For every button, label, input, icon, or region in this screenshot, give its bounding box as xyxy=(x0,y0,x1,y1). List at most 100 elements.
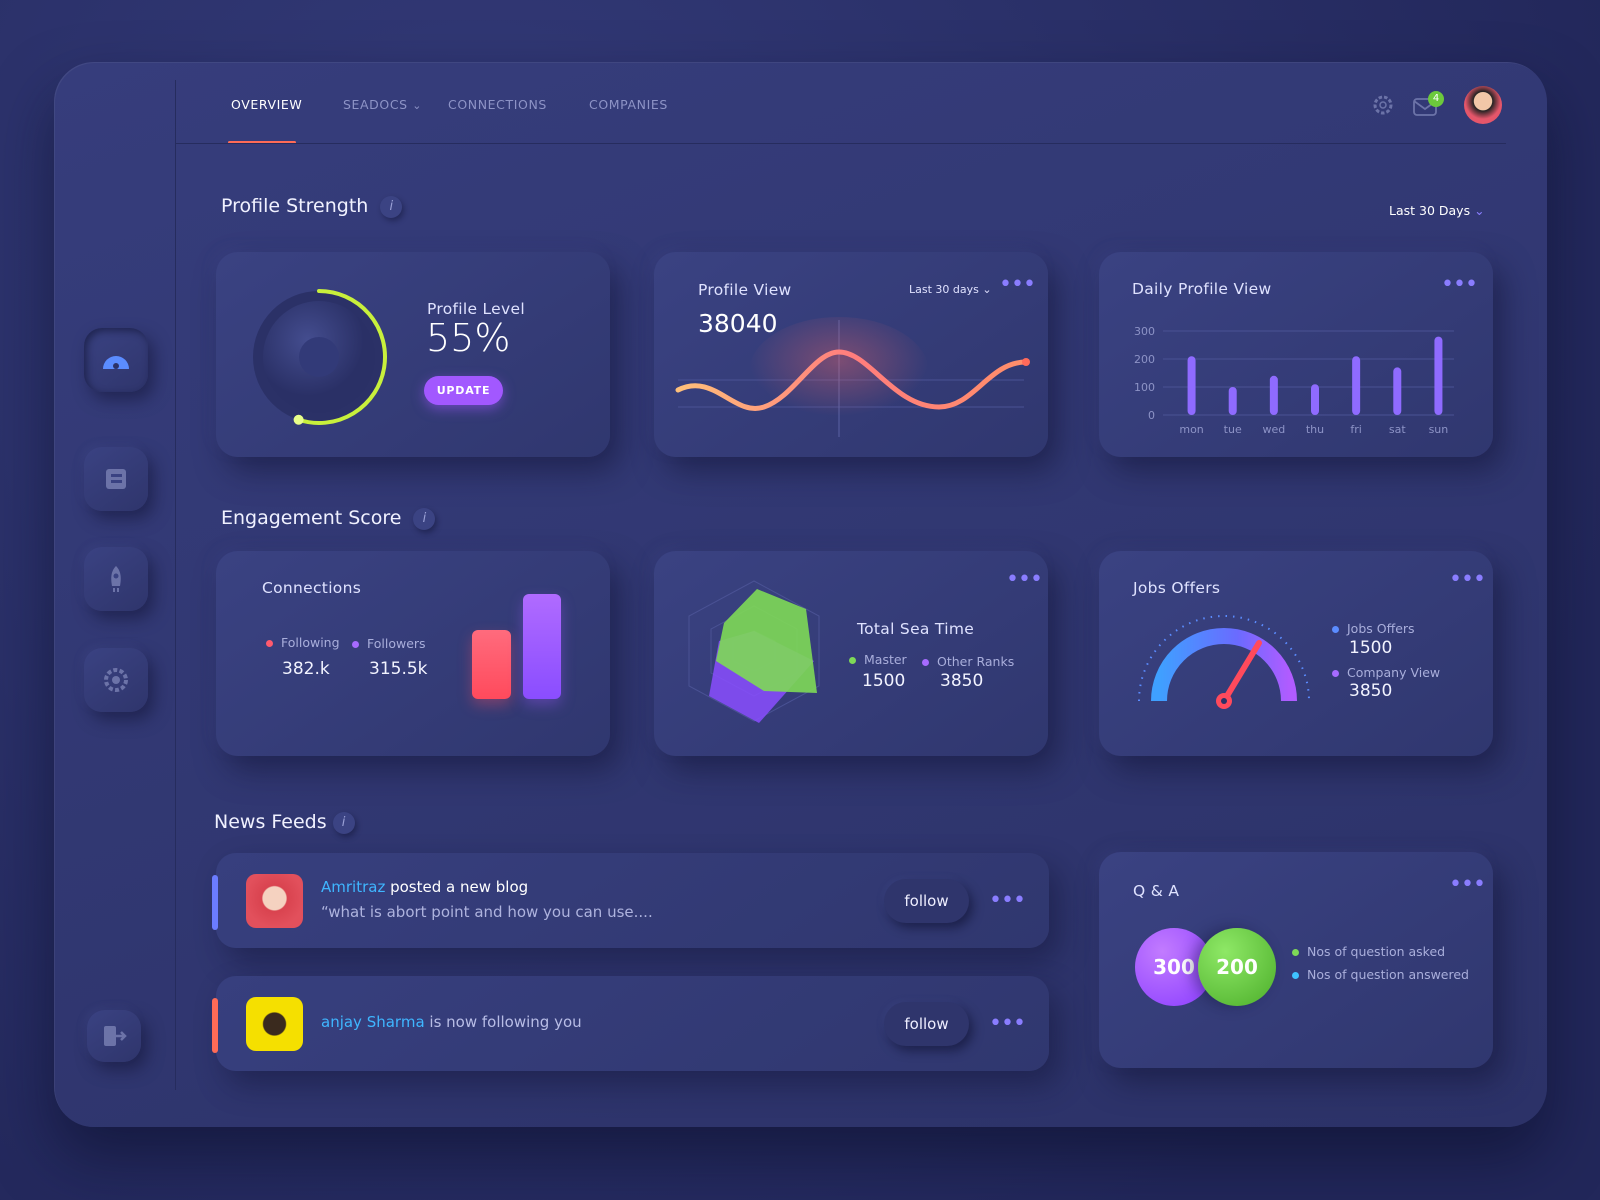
legend-dot xyxy=(1332,626,1339,633)
legend-dot xyxy=(1292,949,1299,956)
docs-icon xyxy=(106,469,126,489)
following-bar xyxy=(472,630,511,699)
profile-view-card: Profile View 38040 Last 30 days ⌄ ••• xyxy=(654,252,1048,457)
update-button[interactable]: UPDATE xyxy=(424,376,503,405)
more-menu[interactable]: ••• xyxy=(989,1011,1026,1036)
jobs-offers-value: 1500 xyxy=(1349,638,1393,658)
feed-accent xyxy=(212,875,218,930)
profile-ring xyxy=(253,289,387,425)
feed-action: is now following you xyxy=(429,1013,582,1031)
more-menu[interactable]: ••• xyxy=(1449,872,1486,897)
feed-headline: anjay Sharma is now following you xyxy=(321,1013,582,1031)
bar xyxy=(1269,375,1278,415)
feed-avatar xyxy=(246,874,303,928)
date-filter[interactable]: Last 30 Days ⌄ xyxy=(1389,203,1485,218)
followers-value: 315.5k xyxy=(369,659,428,679)
gauge-hub-center xyxy=(1221,698,1227,704)
dropdown-chevron: ⌄ xyxy=(412,99,423,112)
info-icon[interactable]: i xyxy=(332,811,355,834)
bar xyxy=(1434,336,1443,415)
notification-badge: 4 xyxy=(1428,91,1444,107)
settings-icon xyxy=(104,668,128,692)
daily-profile-view-card: Daily Profile View ••• 0 100 200 300 mon tue w… xyxy=(1099,252,1493,457)
card-filter-text: Last 30 days xyxy=(909,283,979,296)
other-ranks-value: 3850 xyxy=(940,671,984,691)
legend-dot xyxy=(849,657,856,664)
bar xyxy=(1311,384,1319,415)
more-menu[interactable]: ••• xyxy=(1006,567,1043,592)
gauge-icon xyxy=(103,356,129,369)
follow-button[interactable]: follow xyxy=(884,1002,969,1046)
card-title: Profile View xyxy=(698,281,792,299)
active-tab-underline xyxy=(228,141,296,144)
nav-tab[interactable]: OVERVIEW xyxy=(231,97,303,112)
x-tick-label: sun xyxy=(1429,423,1449,436)
feed-avatar xyxy=(246,997,303,1051)
nav-docs-icon[interactable] xyxy=(84,447,148,511)
profile-arc xyxy=(296,289,387,425)
legend-dot xyxy=(352,641,359,648)
card-title: Total Sea Time xyxy=(857,620,975,638)
daily-bar-chart: 0 100 200 300 mon tue wed thu fri sat sun xyxy=(1134,325,1454,436)
sea-time-radar xyxy=(688,580,820,723)
follow-button[interactable]: follow xyxy=(884,879,969,923)
more-menu[interactable]: ••• xyxy=(1449,567,1486,592)
feed-item: Amritraz posted a new blog “what is abor… xyxy=(212,853,1049,948)
legend-dot xyxy=(1292,972,1299,979)
settings-button[interactable] xyxy=(1371,93,1395,117)
y-tick-label: 100 xyxy=(1134,381,1155,394)
sea-time-card: ••• Total Sea Time Master Other Ranks 15… xyxy=(654,551,1048,756)
legend-label: Company View xyxy=(1347,665,1441,680)
profile-level-value: 55% xyxy=(426,316,511,360)
dropdown-chevron: ⌄ xyxy=(1474,203,1485,218)
profile-view-wave xyxy=(675,317,1030,437)
logout-button[interactable] xyxy=(87,1010,141,1062)
nav-rocket-icon[interactable] xyxy=(84,547,148,611)
x-tick-label: tue xyxy=(1224,423,1242,436)
feed-excerpt: “what is abort point and how you can use… xyxy=(321,903,653,921)
card-title: Connections xyxy=(262,579,362,597)
nav-settings-icon[interactable] xyxy=(84,648,148,712)
gauge-arc xyxy=(1151,628,1297,702)
section-title-text: News Feeds xyxy=(214,811,327,833)
nav-tab[interactable]: COMPANIES xyxy=(589,97,668,112)
user-avatar[interactable] xyxy=(1464,86,1502,124)
gauge-needle xyxy=(1221,640,1262,704)
y-tick-label: 0 xyxy=(1148,409,1155,422)
profile-level-label: Profile Level xyxy=(427,300,525,318)
profile-view-total: 38040 xyxy=(698,309,778,338)
nav-tab[interactable]: SEADOCS ⌄ xyxy=(343,97,422,112)
info-icon[interactable]: i xyxy=(380,195,403,218)
qa-card: Q & A ••• 300 200 Nos of question asked … xyxy=(1099,852,1493,1068)
legend-item: Following xyxy=(266,635,340,650)
legend-dot xyxy=(266,640,273,647)
feed-item: anjay Sharma is now following you follow… xyxy=(212,976,1049,1071)
bar xyxy=(1352,356,1361,415)
legend-label: Master xyxy=(864,652,907,667)
section-title-text: Profile Strength xyxy=(221,195,369,217)
jobs-gauge xyxy=(1138,615,1310,709)
connections-card: Connections Following Followers 382.k 31… xyxy=(216,551,610,756)
feed-user[interactable]: Amritraz xyxy=(321,878,386,896)
legend-item: Jobs Offers xyxy=(1332,621,1415,636)
info-icon[interactable]: i xyxy=(413,507,436,530)
nav-dashboard-icon[interactable] xyxy=(84,328,148,392)
legend-item: Followers xyxy=(352,636,426,651)
wave-end-dot xyxy=(1022,358,1030,366)
x-tick-label: sat xyxy=(1389,423,1406,436)
card-filter[interactable]: Last 30 days ⌄ xyxy=(909,283,992,296)
legend-label: Nos of question asked xyxy=(1307,944,1446,959)
logout-icon xyxy=(104,1026,127,1046)
wave-glow xyxy=(749,317,929,427)
more-menu[interactable]: ••• xyxy=(989,888,1026,913)
section-title: Profile Strength i xyxy=(221,195,403,218)
section-title: News Feeds i xyxy=(214,811,355,834)
card-title: Daily Profile View xyxy=(1132,280,1272,298)
y-tick-label: 200 xyxy=(1134,353,1155,366)
legend-item: Master xyxy=(849,652,907,667)
nav-tab[interactable]: CONNECTIONS xyxy=(448,97,547,112)
feed-user[interactable]: anjay Sharma xyxy=(321,1013,425,1031)
sidebar-divider xyxy=(175,80,176,1090)
questions-asked-bubble: 300 xyxy=(1135,928,1213,1006)
card-title: Jobs Offers xyxy=(1133,579,1221,597)
